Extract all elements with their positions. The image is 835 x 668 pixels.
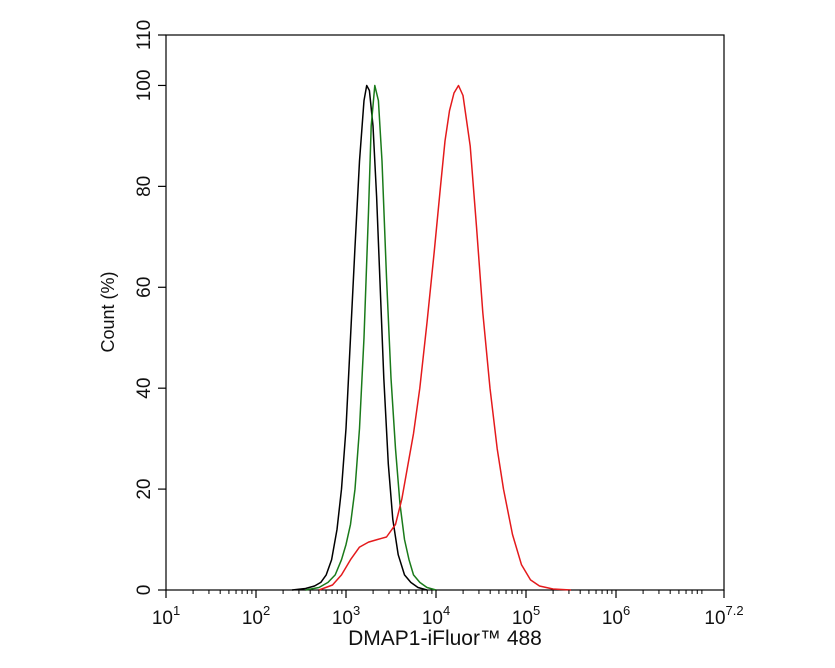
series-layer <box>291 84 572 591</box>
y-tick-label-3: 60 <box>134 277 155 298</box>
y-axis: 0 20 40 60 80 100 110 <box>134 20 166 595</box>
x-axis: 101 102 103 104 105 106 107.2 <box>152 590 744 629</box>
y-tick-label-2: 40 <box>134 378 155 399</box>
plot-frame <box>165 34 725 591</box>
x-tick-label-0: 101 <box>152 603 180 629</box>
x-tick-label-6: 107.2 <box>704 603 743 629</box>
y-tick-label-1: 20 <box>134 479 155 500</box>
series-line-2 <box>318 84 572 591</box>
y-tick-label-0: 0 <box>134 585 155 596</box>
x-tick-label-5: 106 <box>602 603 630 629</box>
x-tick-label-3: 104 <box>422 603 450 629</box>
y-tick-label-6: 110 <box>134 20 155 50</box>
x-tick-label-4: 105 <box>512 603 540 629</box>
series-line-1 <box>305 84 437 591</box>
y-tick-label-5: 100 <box>134 70 155 102</box>
y-axis-title: Count (%) <box>98 271 118 352</box>
x-tick-label-1: 102 <box>242 603 270 629</box>
series-line-0 <box>291 84 428 591</box>
x-axis-title: DMAP1-iFluor™ 488 <box>348 627 542 650</box>
x-tick-label-2: 103 <box>332 603 360 629</box>
y-tick-label-4: 80 <box>134 176 155 197</box>
